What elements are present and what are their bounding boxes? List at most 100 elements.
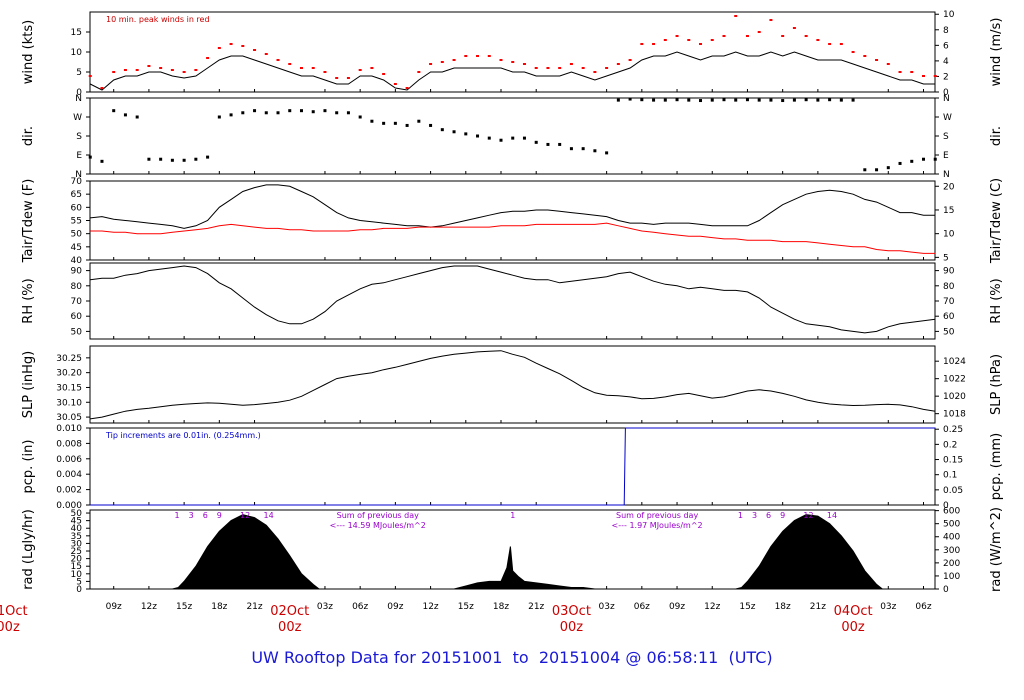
footer-start-date: 20151001	[420, 648, 503, 667]
x-hour-label: 18z	[775, 602, 791, 612]
dir-point	[335, 111, 339, 115]
wind-peak-point	[781, 35, 785, 37]
x-hour-label: 18z	[211, 602, 227, 612]
rad-hour-mark: 12	[803, 511, 813, 520]
dir-point	[699, 99, 703, 103]
dir-point	[886, 166, 890, 170]
x-hour-label: 03z	[599, 602, 615, 612]
wind-note: 10 min. peak winds in red	[106, 15, 210, 24]
wind-peak-point	[429, 63, 433, 65]
slp-series-line	[90, 350, 936, 420]
slp-rtick-label: 1018	[943, 410, 966, 420]
wind-peak-point	[276, 59, 280, 61]
x-hour-label: 15z	[739, 602, 755, 612]
dir-point	[311, 110, 315, 114]
wind-peak-point	[804, 35, 808, 37]
wind-peak-point	[816, 39, 820, 41]
rad-hour-mark: 1	[738, 511, 743, 520]
dir-point	[253, 109, 257, 113]
wind-peak-point	[206, 57, 210, 59]
wind-peak-point	[311, 67, 315, 69]
wind-ytick-label: 0	[76, 88, 82, 98]
dir-point	[147, 157, 151, 161]
wind-peak-point	[511, 61, 515, 63]
dir-rtick-label: W	[943, 113, 952, 123]
rad-hour-mark: 1	[175, 511, 180, 520]
rad-hour-mark: 14	[827, 511, 837, 520]
dir-point	[476, 134, 480, 138]
pcp-ylabel-right: pcp. (mm)	[989, 433, 1004, 500]
pcp-rtick-label: 0.2	[943, 440, 957, 450]
rad-rtick-label: 100	[943, 572, 960, 582]
dir-rtick-label: E	[943, 151, 949, 161]
wind-series-line	[89, 51, 936, 91]
dir-point	[358, 115, 362, 119]
temp-rtick-label: 20	[943, 182, 955, 192]
wind-peak-point	[546, 67, 550, 69]
rad-ytick-label: 5	[76, 577, 82, 587]
dir-rtick-label: S	[943, 132, 949, 142]
rad-rtick-label: 300	[943, 546, 960, 556]
temp-ytick-label: 60	[71, 203, 83, 213]
dir-point	[781, 99, 785, 103]
wind-ylabel-right: wind (m/s)	[989, 18, 1004, 87]
rh-ytick-label: 90	[71, 267, 83, 277]
wind-peak-point	[288, 63, 292, 65]
pcp-ytick-label: 0.000	[56, 501, 82, 511]
dir-frame	[89, 97, 936, 175]
dir-point	[816, 98, 820, 102]
wind-ylabel: wind (kts)	[21, 20, 36, 84]
dir-point	[828, 98, 832, 102]
x-hour-label: 09z	[669, 602, 685, 612]
dir-point	[499, 138, 503, 142]
wind-peak-point	[828, 43, 832, 45]
pcp-ylabel: pcp. (in)	[21, 440, 36, 494]
x-hour-label: 21z	[246, 602, 262, 612]
rh-rtick-label: 80	[943, 282, 955, 292]
dir-point	[898, 161, 902, 165]
rh-ylabel: RH (%)	[21, 278, 36, 323]
dir-point	[757, 98, 761, 102]
wind-peak-point	[182, 71, 186, 73]
slp-frame	[89, 345, 936, 424]
temp-ytick-label: 50	[71, 230, 83, 240]
wind-ytick-label: 15	[71, 28, 82, 38]
x-hour-label: 06z	[915, 602, 931, 612]
rh-frame	[89, 262, 936, 340]
wind-rtick-label: 8	[943, 26, 949, 36]
wind-peak-point	[112, 71, 116, 73]
dir-ytick-label: S	[76, 132, 82, 142]
dir-point	[370, 119, 374, 123]
dir-point	[769, 98, 773, 102]
dir-point	[299, 109, 303, 113]
wind-peak-point	[346, 77, 350, 79]
pcp-ytick-label: 0.010	[56, 424, 82, 434]
rad-hour-mark: 6	[766, 511, 771, 520]
pcp-note: Tip increments are 0.01in. (0.254mm.)	[105, 431, 261, 440]
wind-peak-point	[499, 59, 503, 61]
dir-point	[112, 109, 116, 113]
wind-peak-point	[159, 67, 163, 69]
temp-tair-line	[90, 184, 936, 229]
x-hour-label: 12z	[141, 602, 157, 612]
dir-point	[640, 98, 644, 102]
wind-peak-point	[757, 31, 761, 33]
rad-ytick-label: 15	[71, 562, 82, 572]
dir-point	[534, 140, 538, 144]
wind-peak-point	[898, 71, 902, 73]
wind-peak-point	[710, 39, 714, 41]
x-hour-label: 06z	[634, 602, 650, 612]
wind-peak-point	[405, 87, 409, 89]
wind-rtick-label: 2	[943, 72, 949, 82]
x-date-label: 02Oct	[270, 604, 309, 619]
x-hour-label: 06z	[352, 602, 368, 612]
x-hour-label: 12z	[704, 602, 720, 612]
rh-rtick-label: 50	[943, 327, 955, 337]
rad-ytick-label: 35	[71, 532, 82, 542]
x-date-label: 01Oct	[0, 604, 28, 619]
wind-peak-point	[640, 43, 644, 45]
wind-peak-point	[534, 67, 538, 69]
dir-point	[100, 159, 104, 163]
dir-point	[558, 142, 562, 146]
dir-point	[745, 98, 749, 102]
